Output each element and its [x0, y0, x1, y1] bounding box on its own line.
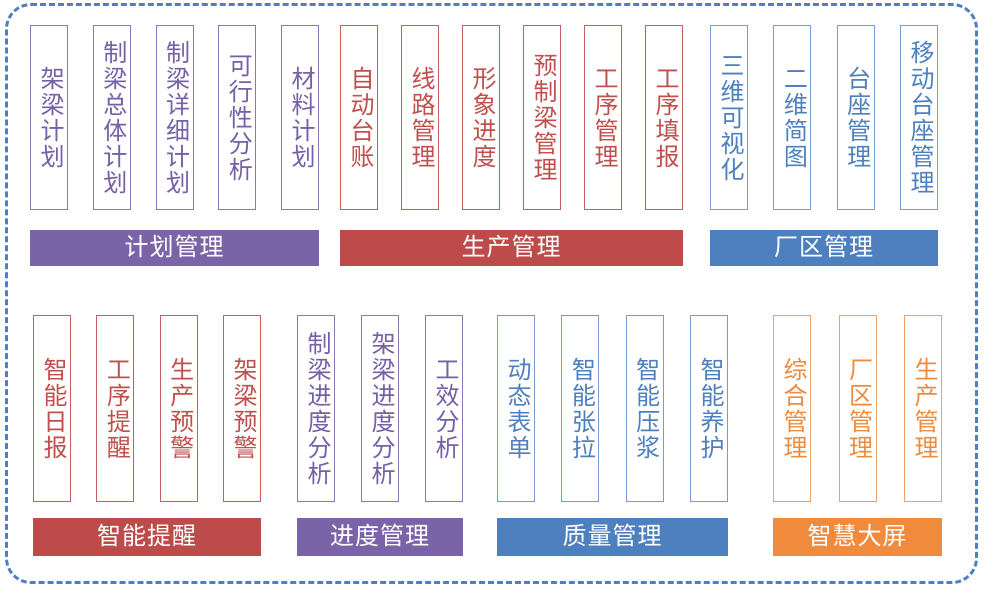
module-list-progress: 制梁进度分析 架梁进度分析 工效分析 — [297, 315, 463, 502]
module-box-production-5: 工序填报 — [645, 25, 683, 210]
module-box-production-2: 形象进度 — [462, 25, 500, 210]
group-factory: 三维可视化 二维简图 台座管理 移动台座管理厂区管理 — [710, 25, 938, 266]
category-banner-reminder: 智能提醒 — [33, 518, 261, 556]
module-list-factory: 三维可视化 二维简图 台座管理 移动台座管理 — [710, 25, 938, 210]
category-banner-production: 生产管理 — [340, 230, 683, 266]
module-box-quality-1: 智能张拉 — [561, 315, 600, 502]
module-box-factory-3: 移动台座管理 — [899, 25, 938, 210]
category-banner-screen: 智慧大屏 — [773, 518, 942, 556]
module-box-progress-1: 架梁进度分析 — [361, 315, 399, 502]
group-screen: 综合管理 厂区管理 生产管理智慧大屏 — [773, 315, 942, 556]
module-box-plan-2: 制梁详细计划 — [155, 25, 194, 210]
module-box-factory-1: 二维简图 — [773, 25, 812, 210]
module-box-factory-2: 台座管理 — [836, 25, 875, 210]
category-banner-progress: 进度管理 — [297, 518, 463, 556]
module-list-production: 自动台账 线路管理 形象进度 预制梁管理 工序管理 工序填报 — [340, 25, 683, 210]
module-box-reminder-3: 架梁预警 — [222, 315, 261, 502]
module-list-quality: 动态表单 智能张拉 智能压浆 智能养护 — [497, 315, 728, 502]
group-production: 自动台账 线路管理 形象进度 预制梁管理 工序管理 工序填报生产管理 — [340, 25, 683, 266]
module-box-plan-1: 制梁总体计划 — [92, 25, 131, 210]
module-box-factory-0: 三维可视化 — [710, 25, 748, 210]
group-plan: 架梁计划 制梁总体计划 制梁详细计划 可行性分析 材料计划计划管理 — [30, 25, 319, 266]
module-box-reminder-1: 工序提醒 — [96, 315, 135, 502]
category-banner-quality: 质量管理 — [497, 518, 728, 556]
group-quality: 动态表单 智能张拉 智能压浆 智能养护质量管理 — [497, 315, 728, 556]
module-box-production-0: 自动台账 — [340, 25, 378, 210]
module-box-plan-4: 材料计划 — [281, 25, 319, 210]
module-box-screen-1: 厂区管理 — [838, 315, 877, 502]
module-box-screen-0: 综合管理 — [773, 315, 811, 502]
module-box-production-1: 线路管理 — [401, 25, 439, 210]
module-box-plan-0: 架梁计划 — [30, 25, 68, 210]
module-box-reminder-0: 智能日报 — [33, 315, 71, 502]
module-box-progress-0: 制梁进度分析 — [297, 315, 335, 502]
module-list-reminder: 智能日报 工序提醒 生产预警 架梁预警 — [33, 315, 261, 502]
module-box-production-4: 工序管理 — [584, 25, 622, 210]
category-banner-plan: 计划管理 — [30, 230, 319, 266]
module-box-production-3: 预制梁管理 — [523, 25, 561, 210]
group-reminder: 智能日报 工序提醒 生产预警 架梁预警智能提醒 — [33, 315, 261, 556]
module-box-plan-3: 可行性分析 — [218, 25, 257, 210]
module-list-plan: 架梁计划 制梁总体计划 制梁详细计划 可行性分析 材料计划 — [30, 25, 319, 210]
module-box-screen-2: 生产管理 — [904, 315, 942, 502]
module-box-quality-2: 智能压浆 — [625, 315, 664, 502]
category-banner-factory: 厂区管理 — [710, 230, 938, 266]
module-box-progress-2: 工效分析 — [425, 315, 463, 502]
module-box-quality-0: 动态表单 — [497, 315, 535, 502]
module-box-reminder-2: 生产预警 — [159, 315, 198, 502]
module-box-quality-3: 智能养护 — [689, 315, 728, 502]
module-list-screen: 综合管理 厂区管理 生产管理 — [773, 315, 942, 502]
group-progress: 制梁进度分析 架梁进度分析 工效分析进度管理 — [297, 315, 463, 556]
